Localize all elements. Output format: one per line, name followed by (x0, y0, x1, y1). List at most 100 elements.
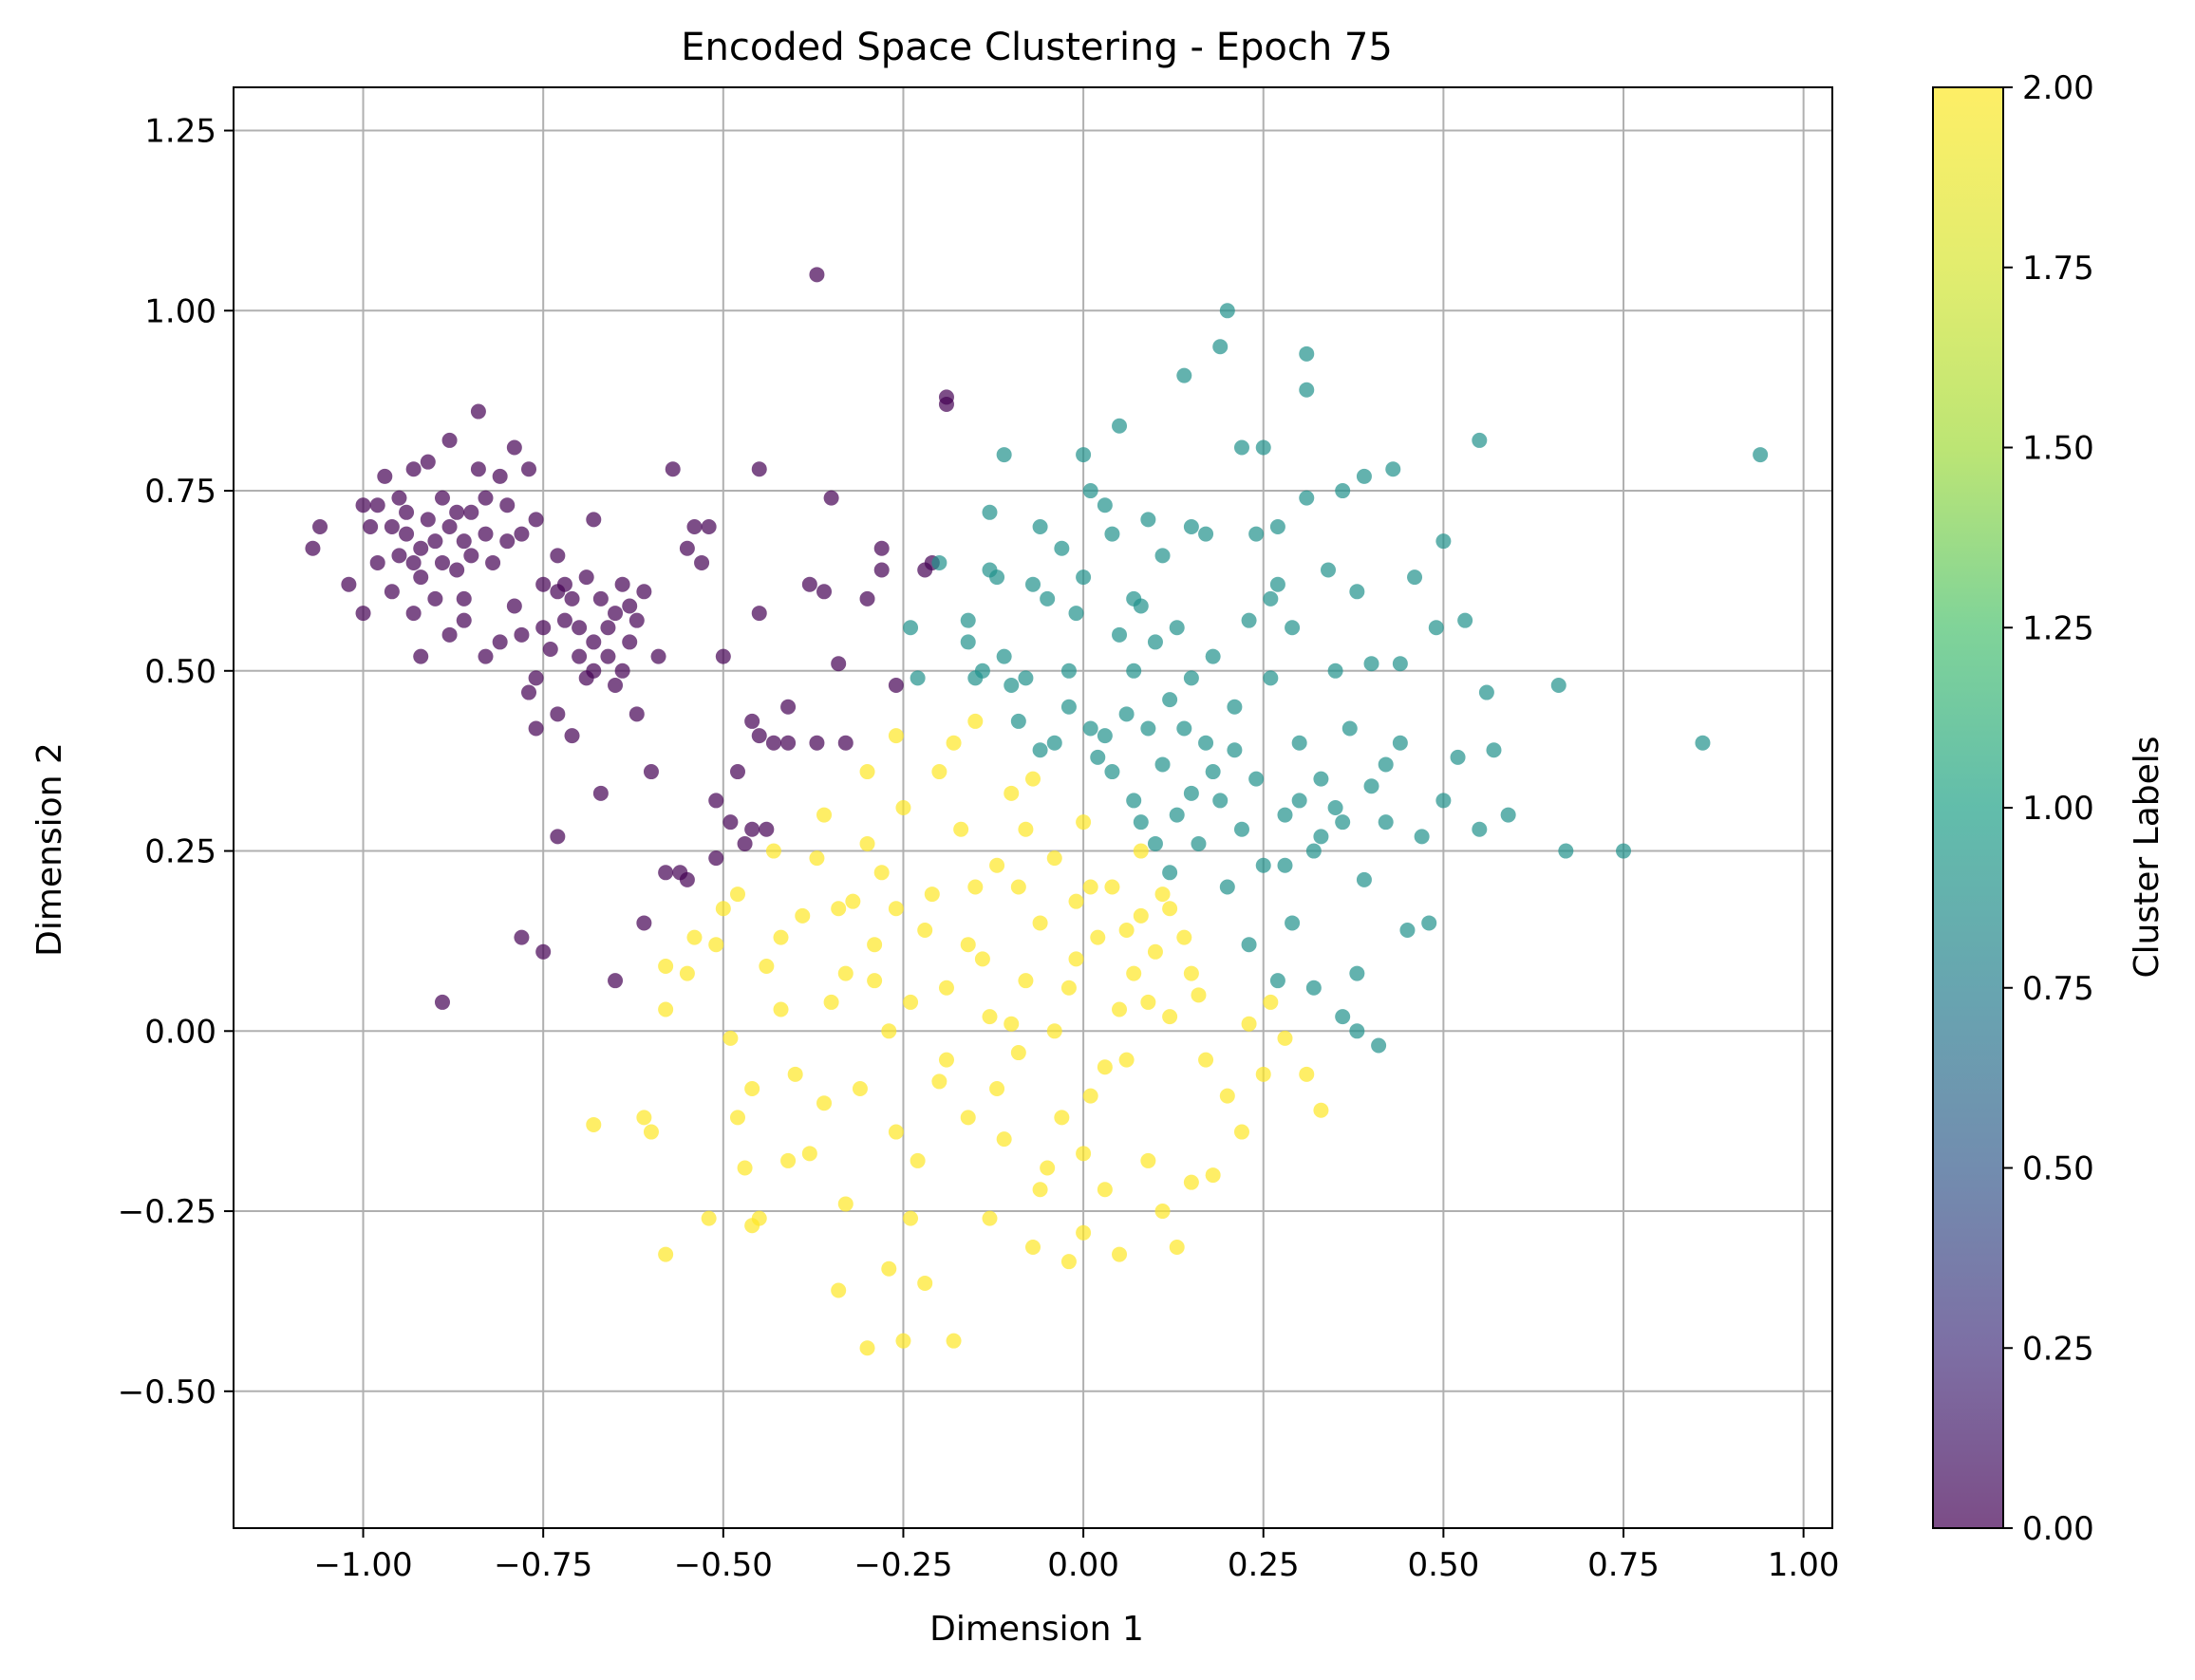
data-point-cluster-1 (1112, 626, 1128, 643)
data-point-cluster-1 (1025, 576, 1041, 592)
data-point-cluster-1 (1335, 483, 1351, 499)
data-point-cluster-2 (888, 901, 904, 917)
y-tick-label: 1.25 (144, 113, 216, 151)
data-point-cluster-2 (852, 1081, 868, 1097)
data-point-cluster-1 (1399, 923, 1416, 939)
data-point-cluster-1 (1060, 663, 1077, 679)
data-point-cluster-1 (1162, 692, 1178, 708)
x-tick-label: −0.25 (854, 1546, 952, 1584)
data-point-cluster-1 (1147, 634, 1163, 650)
data-point-cluster-1 (960, 634, 976, 650)
data-point-cluster-0 (780, 735, 797, 751)
data-point-cluster-1 (1219, 879, 1235, 895)
data-point-cluster-2 (989, 857, 1005, 873)
colorbar-tick-label: 1.25 (2022, 609, 2094, 647)
colorbar-axis: 0.00 0.25 0.50 0.75 1.00 1.25 1.50 1.75 2.00 (2003, 69, 2094, 1548)
data-point-cluster-1 (1198, 735, 1214, 751)
y-axis-label: Dimension 2 (30, 742, 69, 957)
data-point-cluster-2 (1140, 994, 1156, 1010)
data-point-cluster-1 (1140, 720, 1156, 737)
data-point-cluster-1 (1457, 612, 1473, 628)
data-point-cluster-0 (369, 497, 385, 513)
data-point-cluster-2 (982, 1210, 998, 1226)
colorbar-tick-label: 1.00 (2022, 790, 2094, 828)
data-point-cluster-1 (1076, 569, 1092, 586)
data-point-cluster-2 (967, 879, 984, 895)
data-point-cluster-1 (1183, 670, 1199, 686)
data-point-cluster-1 (1269, 576, 1285, 592)
data-point-cluster-2 (859, 1340, 875, 1356)
data-point-cluster-1 (1169, 807, 1185, 823)
data-point-cluster-0 (514, 526, 530, 542)
data-point-cluster-1 (1046, 735, 1062, 751)
data-point-cluster-1 (1183, 518, 1199, 534)
data-point-cluster-1 (1305, 980, 1322, 996)
data-point-cluster-0 (535, 620, 552, 636)
data-point-cluster-0 (506, 439, 522, 456)
data-point-cluster-2 (1277, 1030, 1293, 1046)
data-point-cluster-0 (499, 533, 516, 550)
data-point-cluster-2 (816, 807, 833, 823)
data-point-cluster-2 (1025, 771, 1041, 787)
data-point-cluster-1 (1068, 606, 1084, 622)
data-point-cluster-1 (1205, 648, 1221, 664)
data-point-cluster-0 (586, 512, 602, 528)
data-point-cluster-0 (564, 590, 580, 607)
y-axis: −0.50 −0.25 0.00 0.25 0.50 0.75 1.00 1.25 (118, 113, 234, 1411)
data-point-cluster-2 (1313, 1102, 1329, 1118)
data-point-cluster-2 (917, 1275, 933, 1291)
data-point-cluster-2 (1133, 907, 1149, 924)
data-point-cluster-2 (1112, 1246, 1128, 1262)
y-tick-label: 0.25 (144, 833, 216, 871)
data-point-cluster-0 (492, 468, 508, 484)
data-point-cluster-0 (405, 606, 422, 622)
data-point-cluster-2 (1118, 923, 1135, 939)
data-point-cluster-0 (859, 590, 875, 607)
data-point-cluster-2 (722, 1030, 739, 1046)
data-point-cluster-2 (1263, 994, 1279, 1010)
data-point-cluster-1 (974, 663, 990, 679)
y-tick-label: 0.75 (144, 473, 216, 511)
data-point-cluster-2 (1018, 821, 1034, 837)
data-point-cluster-2 (837, 1196, 854, 1212)
data-point-cluster-1 (1032, 518, 1048, 534)
data-point-cluster-0 (384, 584, 400, 600)
colorbar-tick-label: 0.00 (2022, 1510, 2094, 1548)
data-point-cluster-1 (1285, 915, 1301, 931)
data-point-cluster-0 (628, 706, 645, 722)
data-point-cluster-0 (614, 663, 630, 679)
data-point-cluster-1 (1327, 800, 1343, 815)
data-point-cluster-0 (686, 518, 703, 534)
data-point-cluster-0 (369, 554, 385, 570)
data-point-cluster-1 (1219, 303, 1235, 319)
colorbar-label: Cluster Labels (2128, 736, 2167, 978)
data-point-cluster-2 (946, 735, 962, 751)
y-tick-label: −0.50 (118, 1373, 216, 1411)
x-tick-label: 0.75 (1587, 1546, 1660, 1584)
data-point-cluster-0 (399, 504, 415, 520)
data-point-cluster-1 (1054, 540, 1070, 556)
data-point-cluster-0 (521, 684, 537, 700)
data-point-cluster-0 (478, 490, 494, 506)
data-point-cluster-1 (1299, 345, 1315, 362)
data-point-cluster-2 (1068, 951, 1084, 967)
x-tick-label: 0.00 (1047, 1546, 1119, 1584)
colorbar-tick-label: 1.50 (2022, 430, 2094, 468)
data-point-cluster-1 (1335, 1009, 1351, 1025)
data-point-cluster-2 (744, 1081, 760, 1097)
data-point-cluster-2 (1233, 1124, 1249, 1140)
grid (234, 87, 1832, 1528)
data-point-cluster-1 (1097, 497, 1113, 513)
data-point-cluster-0 (765, 735, 781, 751)
data-point-cluster-2 (903, 994, 919, 1010)
data-point-cluster-0 (456, 533, 472, 550)
data-point-cluster-2 (1191, 987, 1207, 1003)
data-point-cluster-2 (938, 980, 954, 996)
data-point-cluster-0 (809, 267, 825, 283)
data-point-cluster-0 (528, 512, 544, 528)
data-point-cluster-1 (1349, 1023, 1365, 1039)
data-point-cluster-2 (1104, 879, 1120, 895)
data-point-cluster-0 (608, 677, 624, 693)
colorbar-tick-label: 1.75 (2022, 250, 2094, 288)
